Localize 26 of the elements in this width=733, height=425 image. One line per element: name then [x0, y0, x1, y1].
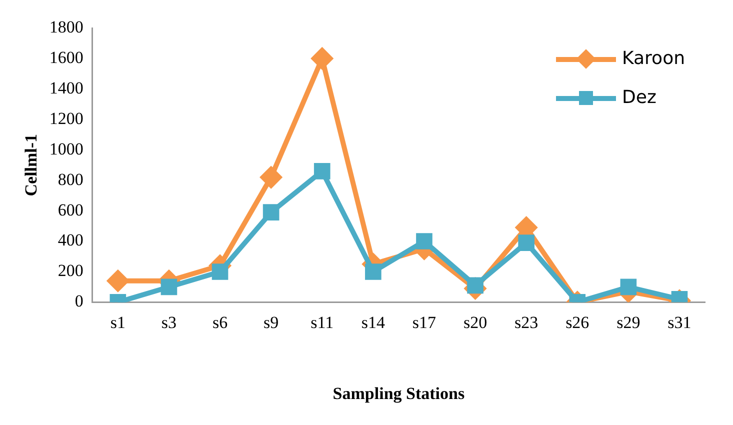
y-tick-label: 1600	[49, 48, 84, 67]
x-tick-label: s14	[361, 312, 386, 332]
y-tick-label: 200	[58, 261, 84, 280]
x-tick-label: s20	[463, 312, 488, 332]
x-tick-label: s26	[566, 312, 590, 332]
x-tick-label: s1	[110, 312, 126, 332]
x-tick-label: s6	[212, 312, 228, 332]
legend-label: Dez	[622, 87, 656, 108]
y-tick-label: 1400	[49, 78, 84, 98]
y-tick-label: 1800	[49, 17, 84, 36]
y-tick-label: 0	[74, 292, 84, 311]
x-tick-label: s9	[264, 312, 279, 332]
y-tick-label: 600	[58, 200, 84, 220]
x-axis-title: Sampling Stations	[332, 384, 465, 404]
x-tick-label: s3	[161, 312, 177, 332]
y-tick-label: 400	[58, 230, 84, 250]
x-tick-label: s31	[668, 312, 692, 332]
y-tick-label: 1000	[49, 139, 84, 158]
x-tick-label: s29	[616, 312, 640, 332]
x-tick-label: s23	[514, 312, 538, 332]
y-axis-title: Cellml-1	[22, 134, 41, 196]
x-tick-label: s17	[412, 312, 437, 332]
y-tick-label: 1200	[49, 108, 84, 128]
legend-label: Karoon	[622, 48, 685, 69]
x-tick-label: s11	[310, 312, 334, 332]
y-tick-label: 800	[58, 170, 84, 189]
